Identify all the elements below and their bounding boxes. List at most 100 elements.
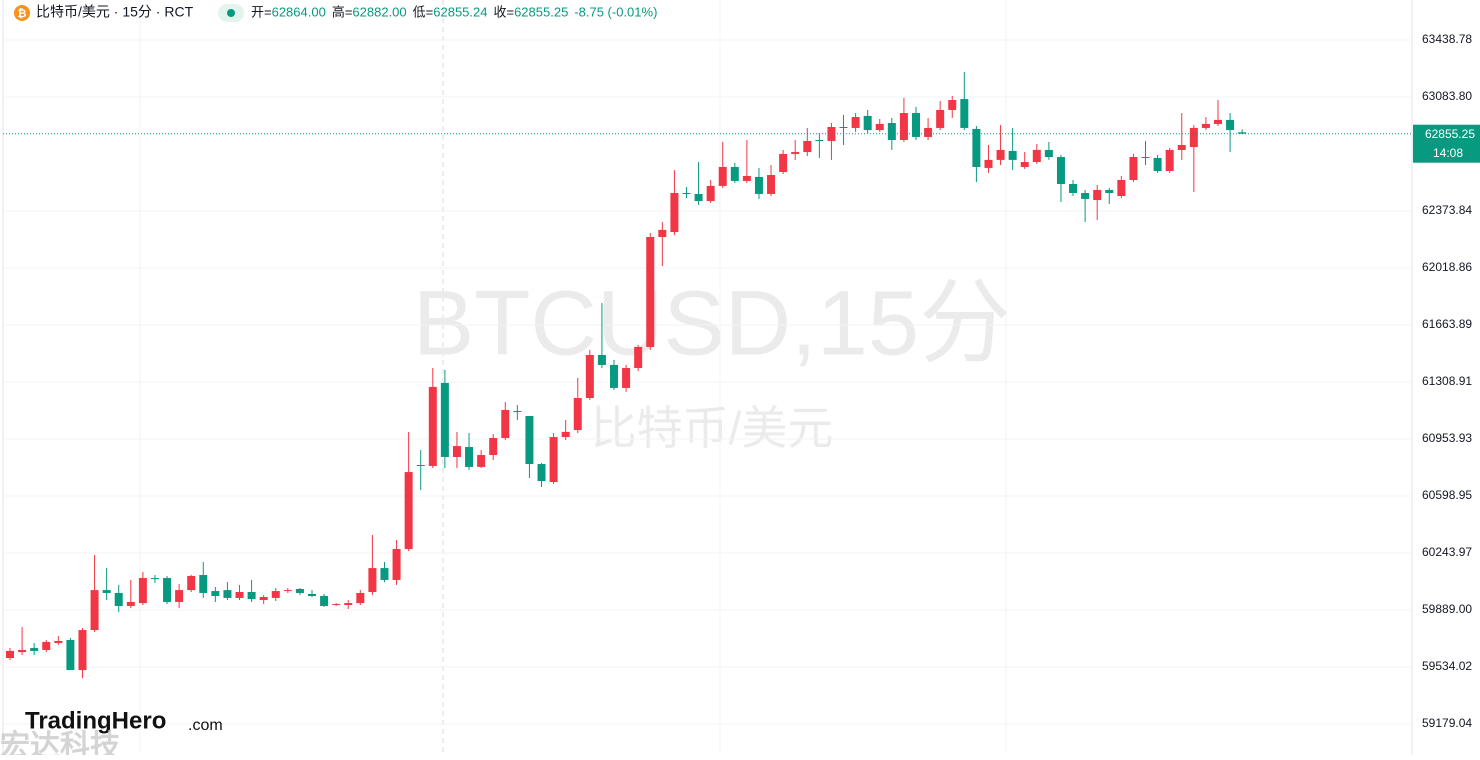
candle-body	[899, 113, 908, 141]
countdown: 14:08	[1433, 146, 1463, 160]
candle-body	[1177, 144, 1186, 150]
candle-body	[573, 398, 582, 430]
candle-body	[247, 592, 256, 600]
candle-body	[163, 578, 172, 602]
candle-body	[1189, 127, 1198, 148]
legend-value: 62855.25	[514, 4, 568, 19]
candle-body	[960, 99, 969, 128]
legend-value: 62864.00	[272, 4, 326, 19]
candle-body	[18, 649, 27, 653]
candle-body	[392, 548, 401, 580]
candle-body	[1020, 161, 1029, 167]
candle-body	[501, 409, 510, 439]
candle-body	[211, 591, 220, 597]
candle-body	[1117, 179, 1126, 197]
candle-body	[549, 437, 558, 483]
watermark: BTCUSD,15分	[413, 272, 1011, 374]
candle-body	[283, 590, 292, 592]
candle-body	[320, 596, 329, 606]
candle-body	[380, 568, 389, 580]
coin-icon-glyph: ₿	[18, 8, 27, 20]
candle-body	[1093, 189, 1102, 201]
candle-body	[839, 126, 848, 128]
candle-body	[1008, 150, 1017, 160]
candle-body	[646, 236, 655, 347]
legend-label: 开=	[251, 4, 272, 19]
candle-body	[440, 382, 449, 457]
candles	[6, 71, 1247, 679]
last-price-label: 62855.25	[1425, 127, 1475, 141]
candle-body	[1165, 149, 1174, 171]
y-tick-label: 63083.80	[1422, 89, 1472, 103]
logo-cn: 宏达科技	[0, 729, 120, 755]
candle-body	[1044, 149, 1053, 158]
candle-body	[718, 166, 727, 186]
y-tick-label: 61308.91	[1422, 374, 1472, 388]
candle-body	[912, 113, 920, 137]
y-tick-label: 62373.84	[1422, 203, 1472, 217]
header: ₿ 比特币/美元 · 15分 · RCT 开= 62864.00 高= 62882.0…	[14, 4, 657, 22]
candle-body	[658, 229, 667, 237]
candle-body	[295, 588, 304, 593]
candle-body	[489, 438, 498, 456]
candle-body	[1032, 149, 1041, 162]
candle-body	[561, 431, 570, 438]
y-tick-label: 59889.00	[1422, 602, 1472, 616]
vertical-grid	[2, 0, 1413, 755]
candle-body	[465, 447, 474, 467]
candle-body	[742, 175, 751, 181]
candle-body	[1153, 157, 1162, 171]
candle-body	[972, 128, 981, 167]
logo-suffix: .com	[188, 717, 223, 734]
coin-icon	[14, 5, 30, 21]
candle-body	[404, 472, 413, 549]
candle-body	[114, 592, 123, 606]
candle-body	[344, 603, 353, 606]
y-tick-label: 62018.86	[1422, 260, 1472, 274]
candle-body	[924, 127, 933, 137]
candle-body	[730, 166, 739, 181]
candle-body	[199, 574, 208, 593]
candle-body	[332, 604, 341, 606]
y-tick-label: 60598.95	[1422, 488, 1472, 502]
candle-body	[416, 464, 425, 466]
candle-body	[138, 578, 147, 604]
y-tick-label: 59534.02	[1422, 659, 1472, 673]
candle-body	[803, 140, 812, 153]
overlay: 62855.25 14:08	[3, 124, 1480, 163]
candle-body	[223, 590, 232, 598]
candle-body	[754, 176, 763, 194]
legend-label: 低=	[413, 4, 434, 19]
watermark-subtitle: 比特币/美元	[591, 402, 834, 454]
candle-body	[477, 455, 486, 467]
candle-body	[936, 109, 945, 128]
candle-body	[875, 123, 884, 131]
y-tick-label: 63438.78	[1422, 32, 1472, 46]
candle-body	[271, 591, 280, 598]
legend-value: 62855.24	[433, 4, 487, 19]
ohlc-legend: 开= 62864.00 高= 62882.00 低= 62855.24 收= 62855.25…	[251, 4, 657, 19]
status-dot	[227, 9, 235, 17]
legend-value: 62882.00	[352, 4, 406, 19]
candle-body	[78, 630, 87, 671]
candle-body	[537, 464, 546, 482]
candle-body	[1238, 132, 1247, 134]
candle-body	[42, 641, 51, 650]
candle-body	[1141, 157, 1150, 159]
y-tick-label: 60953.93	[1422, 431, 1472, 445]
logo-text: TradingHero	[25, 707, 166, 734]
candle-body	[863, 115, 872, 131]
candle-body	[597, 355, 606, 365]
candle-body	[996, 149, 1005, 160]
candle-body	[585, 355, 594, 399]
candle-body	[682, 192, 691, 194]
candle-body	[610, 364, 618, 388]
candle-body	[356, 592, 365, 604]
candle-body	[634, 346, 643, 369]
candle-body	[30, 648, 39, 651]
candle-body	[779, 153, 788, 172]
candle-body	[1129, 157, 1138, 180]
candle-body	[1226, 119, 1235, 131]
grid: 63438.78 63083.80 62373.84 62018.86 61663.89…	[3, 32, 1472, 730]
